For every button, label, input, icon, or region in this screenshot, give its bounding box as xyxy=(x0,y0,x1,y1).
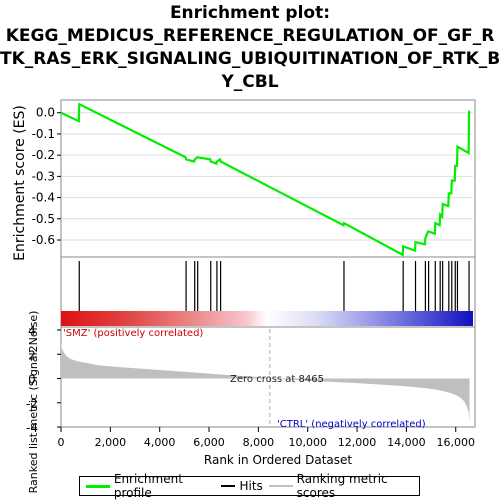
legend-label: Enrichment profile xyxy=(113,472,183,500)
positive-correlation-label: 'SMZ' (positively correlated) xyxy=(63,328,203,339)
x-tick-label: 12,000 xyxy=(338,436,377,449)
chart-title: Enrichment plot: KEGG_MEDICUS_REFERENCE_… xyxy=(0,2,500,94)
hit-markers xyxy=(78,261,470,311)
x-tick-label: 16,000 xyxy=(436,436,475,449)
legend-swatch xyxy=(268,485,293,487)
title-line: TK_RAS_ERK_SIGNALING_UBIQUITINATION_OF_R… xyxy=(0,49,500,69)
x-tick-label: 14,000 xyxy=(387,436,426,449)
es-y-axis-label: Enrichment score (ES) xyxy=(12,105,28,261)
zero-cross-label: Zero cross at 8465 xyxy=(230,374,324,385)
es-tick-label: -0.1 xyxy=(32,127,55,141)
es-tick-label: -0.5 xyxy=(32,212,55,226)
x-tick-label: 0 xyxy=(58,436,65,449)
legend-swatch xyxy=(86,484,110,488)
legend-item-enrichment: Enrichment profile xyxy=(86,472,215,500)
es-tick-label: -0.3 xyxy=(32,169,55,183)
legend-item-hits: Hits xyxy=(221,479,263,493)
es-tick-label: -0.6 xyxy=(32,233,55,247)
legend-label: Hits xyxy=(239,479,263,493)
rank-tick-label: 0 xyxy=(28,373,36,387)
legend-swatch xyxy=(221,485,236,487)
ranking-metric-area xyxy=(61,343,470,423)
enrichment-profile-line xyxy=(60,102,471,257)
es-tick-label: -0.4 xyxy=(32,191,55,205)
rank-xticks: 0 2,000 4,000 6,000 8,000 10,000 12,000 14,000 1… xyxy=(58,427,475,449)
ranking-color-bar xyxy=(61,311,473,326)
es-panel-frame xyxy=(60,99,476,258)
x-tick-label: 6,000 xyxy=(193,436,225,449)
x-tick-label: 8,000 xyxy=(243,436,275,449)
rank-tick-label: 2 xyxy=(28,348,36,362)
legend-label: Ranking metric scores xyxy=(296,472,388,500)
legend-item-ranking: Ranking metric scores xyxy=(268,472,419,500)
title-line: Enrichment plot: xyxy=(169,3,331,23)
legend: Enrichment profile Hits Ranking metric s… xyxy=(79,472,420,500)
es-yticks: 0.0 -0.1 -0.2 -0.3 -0.4 -0.5 -0.6 xyxy=(32,106,61,247)
es-grid xyxy=(61,112,473,241)
rank-tick-label: 4 xyxy=(28,324,36,338)
x-tick-label: 10,000 xyxy=(288,436,327,449)
title-line: KEGG_MEDICUS_REFERENCE_REGULATION_OF_GF_… xyxy=(5,26,495,46)
rank-y-axis-label: Ranked list metric (Signal2Noise) xyxy=(27,311,40,494)
title-line: Y_CBL xyxy=(221,72,279,92)
rank-tick-label: -4 xyxy=(26,421,38,435)
x-tick-label: 4,000 xyxy=(144,436,176,449)
es-tick-label: -0.2 xyxy=(32,148,55,162)
x-tick-label: 2,000 xyxy=(95,436,127,449)
negative-correlation-label: 'CTRL' (negatively correlated) xyxy=(277,419,426,430)
rank-tick-label: -2 xyxy=(26,397,38,411)
x-axis-label: Rank in Ordered Dataset xyxy=(204,453,352,467)
es-tick-label: 0.0 xyxy=(36,106,55,120)
rank-yticks: 4 2 0 -2 -4 xyxy=(26,324,61,435)
